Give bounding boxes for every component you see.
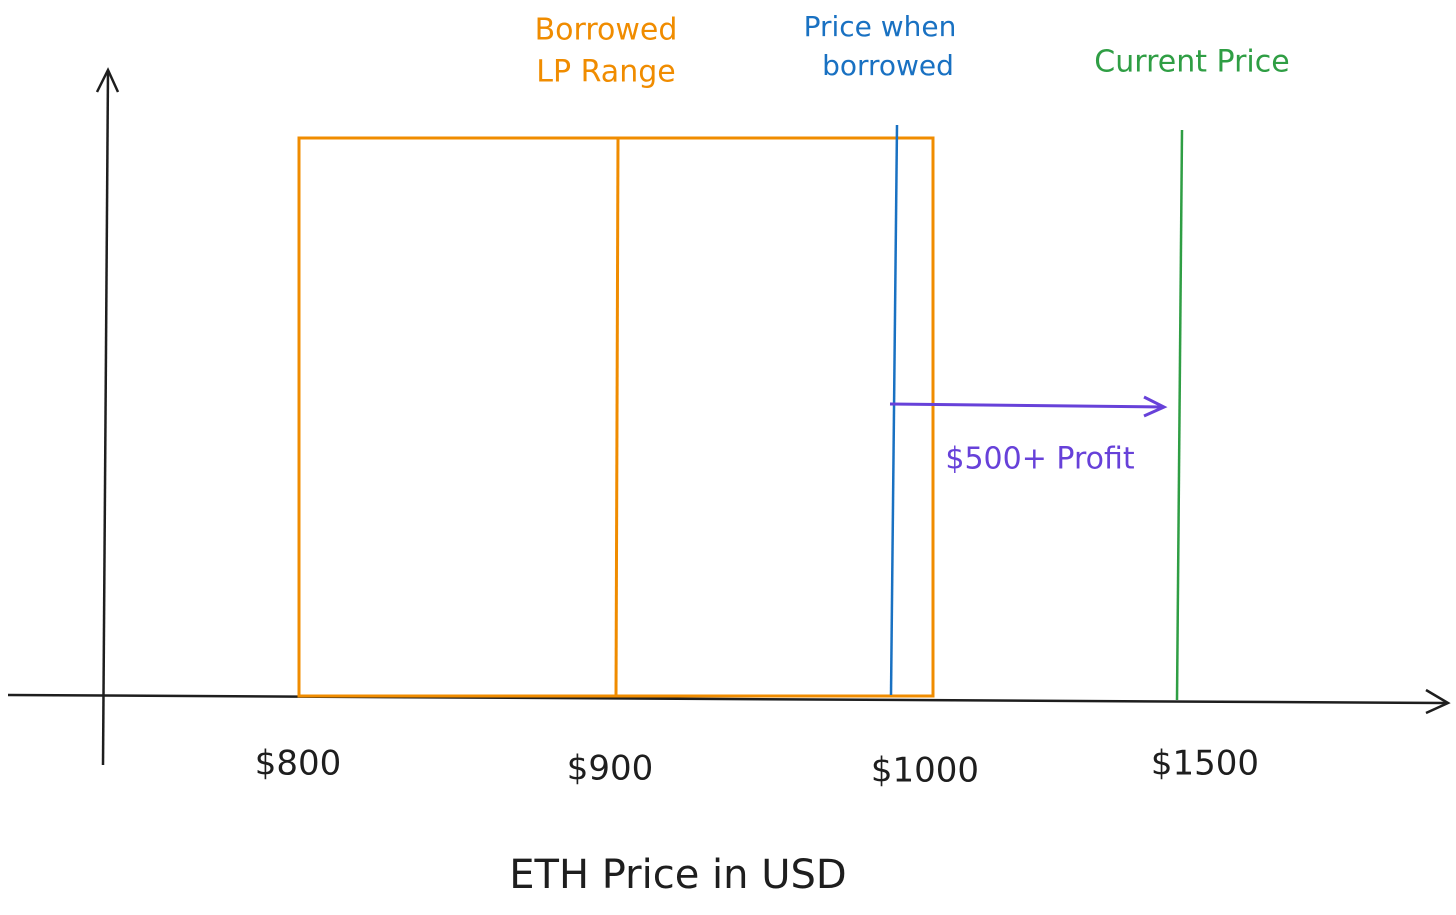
current-price-label: Current Price — [1094, 45, 1289, 80]
profit-label: $500+ Profit — [945, 442, 1135, 477]
borrow-price-label: Price when — [804, 10, 957, 43]
profit-arrow — [889, 402, 1165, 409]
lp-range-divider — [614, 137, 620, 697]
x-axis — [7, 693, 1447, 705]
lp-range-label: LP Range — [536, 55, 675, 90]
current-price-line — [1175, 129, 1184, 701]
y-axis-arrowhead — [95, 67, 120, 93]
x-tick-label: $800 — [255, 744, 342, 784]
borrow-price-line — [889, 124, 899, 696]
profit-arrowhead — [1143, 395, 1168, 418]
x-tick-label: $1500 — [1151, 744, 1259, 784]
lp-range-label: Borrowed — [535, 13, 678, 48]
x-axis-arrowhead — [1425, 688, 1451, 715]
y-axis — [101, 69, 110, 766]
x-axis-label: ETH Price in USD — [509, 852, 846, 898]
x-tick-label: $900 — [567, 749, 654, 789]
x-tick-label: $1000 — [871, 751, 979, 791]
borrow-price-label: borrowed — [822, 49, 954, 82]
